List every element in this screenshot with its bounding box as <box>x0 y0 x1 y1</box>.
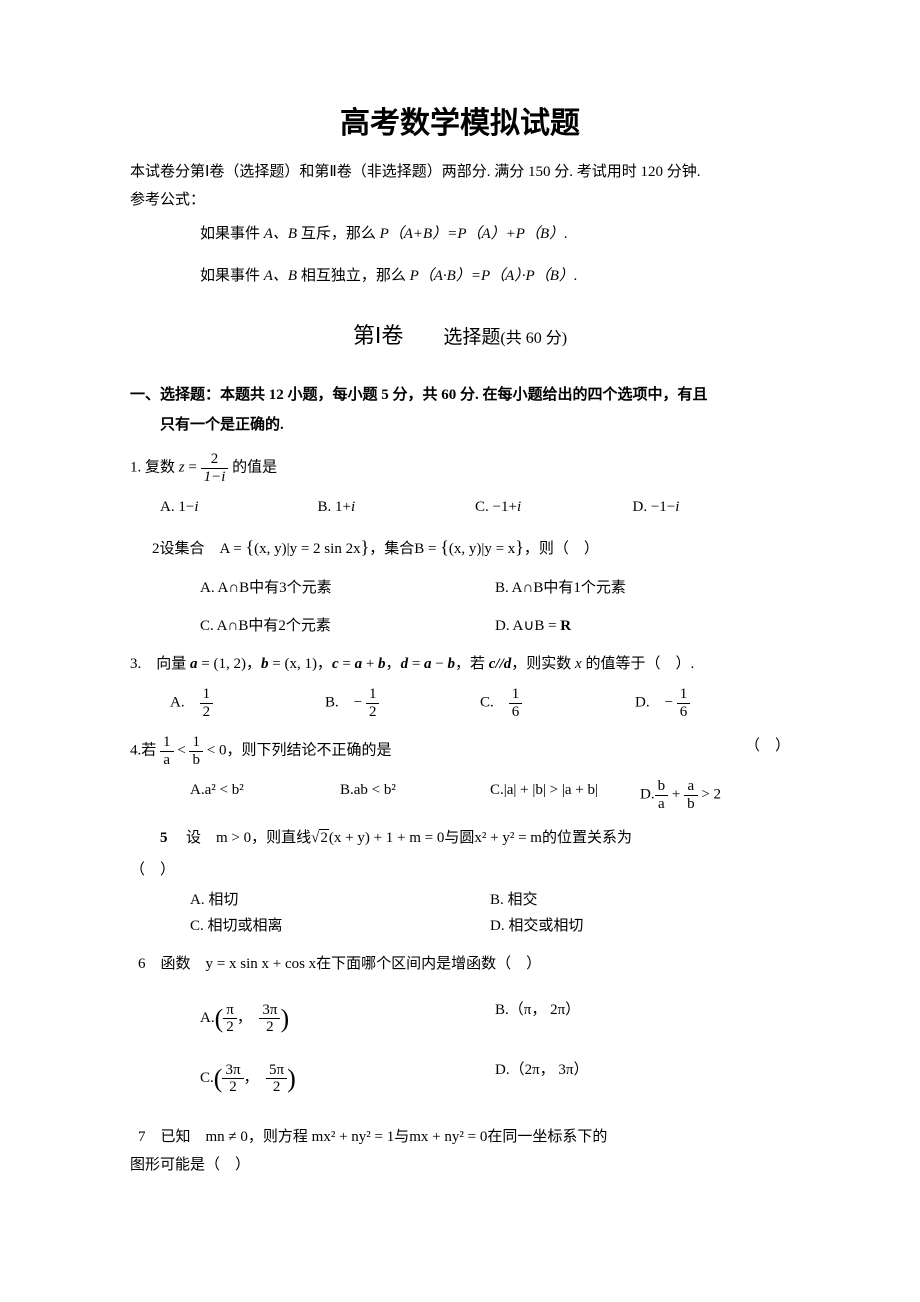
q3-num: 3. <box>130 656 156 672</box>
q3-opt-c: C. 16 <box>480 686 635 720</box>
q6-row2: C.(3π2， 5π2) D.（2π， 3π） <box>200 1058 790 1100</box>
q1-num: 1. <box>130 460 145 476</box>
q3-cd: c//d <box>489 656 512 672</box>
q3-a: a <box>190 656 198 672</box>
question-4: 4.若 1a < 1b < 0，则下列结论不正确的是 （ ） <box>130 734 790 768</box>
q5-opt-c: C. 相切或相离 <box>190 914 490 938</box>
question-1: 1. 复数 z = 21−i 的值是 <box>130 451 790 485</box>
q7-text2: 图形可能是（ ） <box>130 1153 790 1177</box>
q2-row1: A. A∩B中有3个元素 B. A∩B中有1个元素 <box>200 576 790 600</box>
formula-1-pre: 如果事件 <box>200 226 264 242</box>
q3-text-a: 向量 <box>156 656 190 672</box>
main-title: 高考数学模拟试题 <box>130 100 790 148</box>
formula-2-pre: 如果事件 <box>200 268 264 284</box>
formula-1: 如果事件 A、B 互斥，那么 P（A+B）=P（A）+P（B）. <box>200 222 790 246</box>
q4-text-a: 若 <box>141 743 160 759</box>
q1-frac-num: 2 <box>201 451 229 469</box>
q6-opt-c: C.(3π2， 5π2) <box>200 1058 495 1100</box>
q3-b3: b <box>448 656 456 672</box>
q5-paren: （ ） <box>130 858 790 882</box>
q4-opt-c: C.|a| + |b| > |a + b| <box>490 778 640 812</box>
q3-text-b: ，若 <box>455 656 489 672</box>
section-1-title-c: (共 60 分) <box>500 330 567 347</box>
q3-plus: + <box>362 656 378 672</box>
q4-opt-b: B.ab < b² <box>340 778 490 812</box>
q1-options: A. A. 1−i1−i B. 1+i C. −1+i D. −1−i <box>160 495 790 519</box>
q3-b2: b <box>378 656 386 672</box>
q3-opt-a: A. 12 <box>170 686 325 720</box>
question-6: 6 函数 y = x sin x + cos x在下面哪个区间内是增函数（ ） <box>138 952 790 976</box>
q5-row1: A. 相切 B. 相交 <box>190 888 790 912</box>
q4-paren: （ ） <box>745 734 790 758</box>
q3-a3: a <box>424 656 432 672</box>
q6-opt-b: B.（π， 2π） <box>495 998 790 1040</box>
q3-eq1: = (1, 2)， <box>198 656 261 672</box>
q4-num: 4. <box>130 743 141 759</box>
q1-opt-b: B. 1+i <box>318 495 476 519</box>
q6-num: 6 <box>138 956 146 972</box>
q5-row2: C. 相切或相离 D. 相交或相切 <box>190 914 790 938</box>
q7-num: 7 <box>138 1129 146 1145</box>
q3-minus: − <box>432 656 448 672</box>
formula-1-ab: A、B <box>264 226 301 242</box>
q3-eq4: = <box>408 656 424 672</box>
q3-c: c <box>332 656 339 672</box>
q1-frac: 21−i <box>201 451 229 485</box>
q3-text-c: ，则实数 x 的值等于（ ）. <box>511 656 694 672</box>
q6-row1: A.(π2， 3π2) B.（π， 2π） <box>200 998 790 1040</box>
section-1-title-b: 选择题 <box>443 327 500 348</box>
question-3: 3. 向量 a = (1, 2)，b = (x, 1)，c = a + b，d … <box>130 652 790 676</box>
q3-options: A. 12 B. − 12 C. 16 D. − 16 <box>170 686 790 720</box>
q5-opt-a: A. 相切 <box>190 888 490 912</box>
q1-frac-den: 1−i <box>201 469 229 486</box>
q4-opt-d: D.ba + ab > 2 <box>640 778 790 812</box>
q3-d: d <box>401 656 409 672</box>
question-2: 2设集合 A = {(x, y)|y = 2 sin 2x}，集合B = {(x… <box>152 533 790 562</box>
q3-opt-d: D. − 16 <box>635 686 790 720</box>
q1-text-b: 的值是 <box>228 460 277 476</box>
question-7: 7 已知 mn ≠ 0，则方程 mx² + ny² = 1与mx + ny² =… <box>138 1125 790 1149</box>
q2-opt-a: A. A∩B中有3个元素 <box>200 576 495 600</box>
section-1-title-a: 第Ⅰ卷 <box>353 323 404 348</box>
q6-opt-d: D.（2π， 3π） <box>495 1058 790 1100</box>
q1-text-a: 复数 <box>145 460 179 476</box>
intro-line-2: 参考公式： <box>130 188 790 212</box>
q5-opt-b: B. 相交 <box>490 888 790 912</box>
q6-text: 函数 y = x sin x + cos x在下面哪个区间内是增函数（ ） <box>161 956 542 972</box>
q5-opt-d: D. 相交或相切 <box>490 914 790 938</box>
q2-text: 设集合 A = {(x, y)|y = 2 sin 2x}，集合B = {(x,… <box>160 541 599 557</box>
q5-num: 5 <box>160 826 186 850</box>
section-head-line-2: 只有一个是正确的. <box>130 413 790 437</box>
q3-a2: a <box>355 656 363 672</box>
question-5: 5 设 m > 0，则直线2(x + y) + 1 + m = 0与圆x² + … <box>160 826 790 850</box>
q1-opt-c: C. −1+i <box>475 495 633 519</box>
section-head-line-1: 一、选择题：本题共 12 小题，每小题 5 分，共 60 分. 在每小题给出的四… <box>130 383 790 407</box>
q2-num: 2 <box>152 541 160 557</box>
q3-eq2: = (x, 1)， <box>268 656 331 672</box>
q3-comma: ， <box>386 656 401 672</box>
q1-eq: = <box>185 460 201 476</box>
q6-opt-a: A.(π2， 3π2) <box>200 998 495 1040</box>
q1-opt-a: A. A. 1−i1−i <box>160 495 318 519</box>
q4-opt-a: A.a² < b² <box>190 778 340 812</box>
formula-1-eq: P（A+B）=P（A）+P（B）. <box>380 226 568 242</box>
q4-options: A.a² < b² B.ab < b² C.|a| + |b| > |a + b… <box>190 778 790 812</box>
q3-eq3: = <box>339 656 355 672</box>
formula-2-eq: P（A·B）=P（A）·P（B）. <box>410 268 578 284</box>
q2-row2: C. A∩B中有2个元素 D. A∪B = R <box>200 614 790 638</box>
q2-opt-b: B. A∩B中有1个元素 <box>495 576 790 600</box>
q5-text: 设 m > 0，则直线2(x + y) + 1 + m = 0与圆x² + y²… <box>186 826 790 850</box>
q2-opt-c: C. A∩B中有2个元素 <box>200 614 495 638</box>
formula-2-mid: 相互独立，那么 <box>301 268 410 284</box>
formula-1-mid: 互斥，那么 <box>301 226 380 242</box>
intro-line-1: 本试卷分第Ⅰ卷（选择题）和第Ⅱ卷（非选择题）两部分. 满分 150 分. 考试用… <box>130 160 790 184</box>
formula-2-ab: A、B <box>264 268 301 284</box>
section-1-title: 第Ⅰ卷 选择题(共 60 分) <box>130 318 790 353</box>
q3-opt-b: B. − 12 <box>325 686 480 720</box>
q1-opt-d: D. −1−i <box>633 495 791 519</box>
q7-text1: 已知 mn ≠ 0，则方程 mx² + ny² = 1与mx + ny² = 0… <box>161 1129 608 1145</box>
q2-opt-d: D. A∪B = R <box>495 614 790 638</box>
formula-2: 如果事件 A、B 相互独立，那么 P（A·B）=P（A）·P（B）. <box>200 264 790 288</box>
